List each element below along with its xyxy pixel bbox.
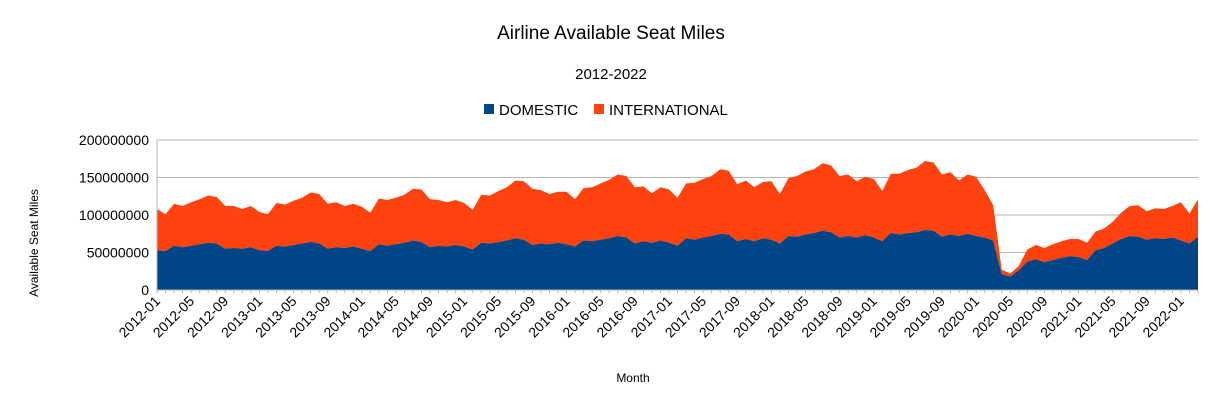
x-axis-ticks: 2012-012012-052012-092013-012013-052013-… — [115, 293, 1187, 341]
legend-swatch-domestic — [484, 104, 494, 114]
y-tick-label: 50000000 — [87, 245, 150, 261]
legend-swatch-international — [594, 104, 604, 114]
legend-label-international: INTERNATIONAL — [609, 102, 728, 119]
chart-title: Airline Available Seat Miles — [497, 23, 725, 44]
y-axis-label: Available Seat Miles — [27, 189, 41, 297]
y-tick-label: 100000000 — [79, 207, 149, 223]
y-tick-label: 200000000 — [79, 132, 149, 148]
chart-subtitle: 2012-2022 — [575, 66, 647, 83]
legend-label-domestic: DOMESTIC — [499, 102, 578, 119]
x-axis-label: Month — [616, 371, 649, 385]
legend: DOMESTIC INTERNATIONAL — [484, 102, 728, 119]
plot-areas — [157, 161, 1198, 290]
y-tick-label: 150000000 — [79, 170, 149, 186]
